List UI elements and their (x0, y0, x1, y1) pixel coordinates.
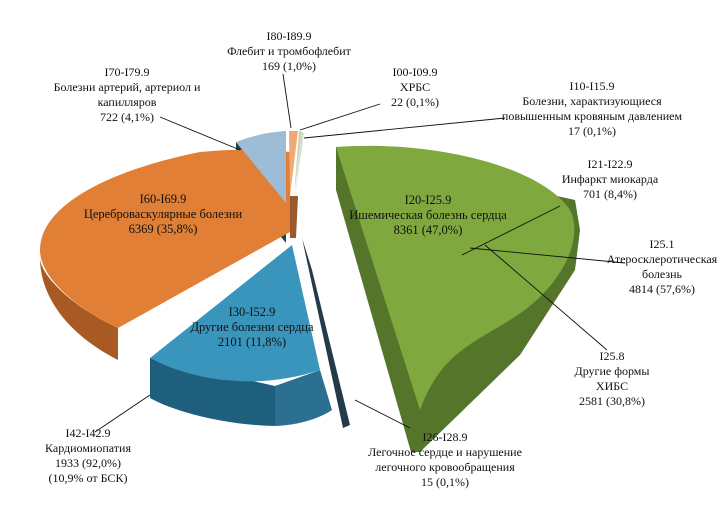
label-other-heart-code: I30-I52.9 (229, 305, 276, 319)
slice-cerebro (40, 149, 290, 328)
leader-phlebitis (282, 73, 292, 129)
slice-pulmonary (302, 238, 350, 428)
slice-side-other-heart (150, 358, 275, 426)
slice-hypertension (295, 132, 304, 196)
label-hypertension-code: I10-I15.9 (570, 79, 615, 93)
label-mi-code: I21-I22.9 (588, 157, 633, 171)
label-other-ihd-code: I25.8 (600, 349, 625, 363)
label-arteries-line1: Болезни артерий, артериол и (54, 80, 201, 94)
leader-athero (469, 247, 626, 264)
label-cerebro-code: I60-I69.9 (140, 192, 187, 206)
leader-mi (461, 205, 561, 256)
slice-labels: I80-I89.9 Флебит и тромбофлебит 169 (1,0… (45, 29, 718, 489)
label-ihd-name: Ишемическая болезнь сердца (349, 208, 507, 222)
label-phlebitis-value: 169 (1,0%) (262, 59, 316, 73)
label-other-heart-name: Другие болезни сердца (190, 320, 314, 334)
slice-side-cerebro (40, 258, 118, 360)
label-cerebro-value: 6369 (35,8%) (129, 222, 198, 236)
leader-cardiomyopathy (94, 394, 151, 433)
leader-arteries (159, 116, 241, 151)
leader-pulmonary (354, 399, 411, 429)
label-ihd-value: 8361 (47,0%) (394, 223, 463, 237)
label-phlebitis-name: Флебит и тромбофлебит (227, 44, 352, 58)
label-cardiomyopathy-code: I42-I42.9 (66, 426, 111, 440)
label-athero-value: 4814 (57,6%) (629, 282, 695, 296)
leader-other-ihd (484, 244, 608, 351)
label-hypertension-line1: Болезни, характизующиеся (522, 94, 662, 108)
label-cardiomyopathy-note: (10,9% от БСК) (49, 471, 128, 485)
slice-phlebitis (289, 131, 298, 196)
leader-lines (94, 73, 626, 433)
label-cardiomyopathy-name: Кардиомиопатия (45, 441, 131, 455)
label-cerebro-name: Цереброваскулярные болезни (84, 207, 243, 221)
slice-hrbs (294, 131, 302, 196)
label-other-ihd-value: 2581 (30,8%) (579, 394, 645, 408)
label-cardiomyopathy-value: 1933 (92,0%) (55, 456, 121, 470)
label-other-heart-value: 2101 (11,8%) (218, 335, 286, 349)
leader-hrbs (299, 103, 381, 131)
label-arteries-line2: капилляров (98, 95, 157, 109)
slice-arteries (236, 131, 286, 203)
label-ihd-code: I20-I25.9 (405, 193, 452, 207)
label-mi-value: 701 (8,4%) (583, 187, 637, 201)
label-arteries-code: I70-I79.9 (105, 65, 150, 79)
label-other-ihd-line1: Другие формы (575, 364, 650, 378)
label-hypertension-line2: повышенным кровяным давлением (502, 109, 683, 123)
label-phlebitis-code: I80-I89.9 (267, 29, 312, 43)
slice-ihd (336, 145, 575, 410)
label-pulmonary-line1: Легочное сердце и нарушение (368, 445, 522, 459)
label-athero-code: I25.1 (650, 237, 675, 251)
slice-tops (40, 131, 575, 410)
slice-side-other-heart-right (275, 370, 332, 426)
label-pulmonary-value: 15 (0,1%) (421, 475, 469, 489)
leader-hypertension (303, 117, 506, 139)
label-athero-line2: болезнь (642, 267, 683, 281)
slice-phlebitis-side (290, 196, 298, 238)
label-other-ihd-line2: ХИБС (596, 379, 628, 393)
label-athero-line1: Атеросклеротическая (607, 252, 718, 266)
slice-other-heart (150, 245, 320, 382)
label-hrbs-code: I00-I09.9 (393, 65, 438, 79)
label-pulmonary-line2: легочного кровообращения (375, 460, 515, 474)
label-hrbs-value: 22 (0,1%) (391, 95, 439, 109)
label-hrbs-name: ХРБС (400, 80, 430, 94)
label-hypertension-value: 17 (0,1%) (568, 124, 616, 138)
label-arteries-value: 722 (4,1%) (100, 110, 154, 124)
label-mi-name: Инфаркт миокарда (562, 172, 659, 186)
label-pulmonary-code: I26-I28.9 (423, 430, 468, 444)
